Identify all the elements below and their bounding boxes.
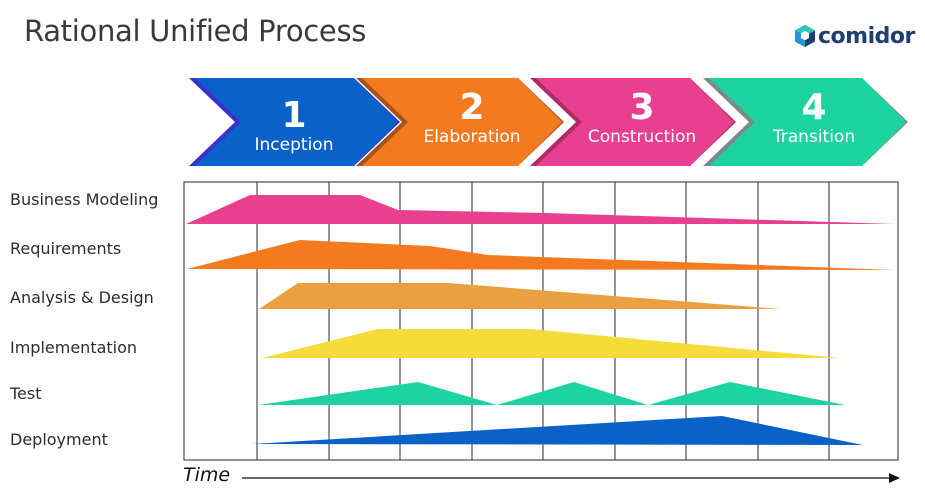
discipline-label: Analysis & Design — [10, 288, 154, 307]
time-axis-label: Time — [183, 464, 231, 486]
phase-3-number: 3 — [629, 87, 654, 128]
phase-2-chevron — [362, 78, 562, 166]
deployment-workload — [251, 416, 863, 445]
page-title: Rational Unified Process — [24, 14, 367, 48]
discipline-label: Test — [10, 384, 42, 403]
business-modeling-workload — [186, 195, 895, 224]
phase-4-chevron — [709, 78, 906, 166]
discipline-label: Business Modeling — [10, 190, 159, 209]
discipline-label: Implementation — [10, 338, 138, 357]
test-workload — [258, 382, 845, 405]
brand-logo: comidor — [794, 22, 915, 50]
phase-3-chevron — [536, 78, 734, 166]
iteration-grid — [183, 181, 899, 461]
phase-1-number: 1 — [281, 95, 306, 136]
analysis-design-workload — [259, 283, 780, 309]
phase-1-chevron — [195, 78, 398, 166]
logo-text: comidor — [818, 23, 915, 49]
discipline-label: Requirements — [10, 239, 122, 258]
workload-shapes — [186, 195, 895, 445]
phase-1-name: Inception — [255, 135, 334, 155]
phase-2-name: Elaboration — [423, 127, 520, 147]
time-axis — [242, 473, 900, 483]
phase-4-number: 4 — [801, 87, 826, 128]
requirements-workload — [187, 240, 895, 270]
discipline-label: Deployment — [10, 430, 108, 449]
phase-2-number: 2 — [459, 87, 484, 128]
hexagon-cube-icon — [795, 25, 815, 47]
phase-chevrons: 1 Inception 2 Elaboration 3 Construction… — [189, 78, 908, 166]
phase-4-name: Transition — [772, 127, 855, 147]
grid-frame — [183, 181, 899, 461]
implementation-workload — [262, 329, 840, 358]
phase-3-name: Construction — [588, 127, 696, 147]
time-arrow-head — [889, 473, 900, 483]
